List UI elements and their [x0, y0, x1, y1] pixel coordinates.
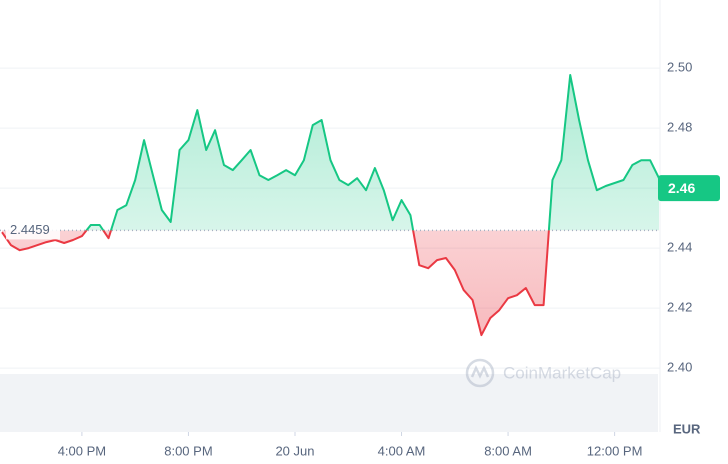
- x-tick-label: 8:00 AM: [484, 443, 532, 458]
- last-price-label: 2.46: [668, 180, 695, 196]
- area-up: [86, 75, 659, 231]
- currency-label: EUR: [673, 421, 701, 436]
- y-tick-label: 2.48: [667, 120, 692, 135]
- x-tick-label: 20 Jun: [275, 443, 314, 458]
- watermark-text: CoinMarketCap: [503, 363, 621, 382]
- x-tick-label: 8:00 PM: [164, 443, 212, 458]
- baseline-label-bg: [6, 219, 60, 240]
- y-tick-label: 2.40: [667, 360, 692, 375]
- y-tick-label: 2.42: [667, 300, 692, 315]
- last-price-box: [658, 175, 720, 202]
- x-tick-label: 4:00 PM: [58, 443, 106, 458]
- area-down: [2, 230, 659, 336]
- y-tick-label: 2.50: [667, 60, 692, 75]
- baseline-label: 2.4459: [10, 222, 50, 237]
- volume-band: [0, 374, 658, 432]
- watermark: CoinMarketCap: [465, 358, 621, 388]
- x-tick-label: 12:00 PM: [587, 443, 643, 458]
- price-line-up: [85, 74, 660, 231]
- y-tick-label: 2.44: [667, 240, 692, 255]
- x-tick-label: 4:00 AM: [378, 443, 426, 458]
